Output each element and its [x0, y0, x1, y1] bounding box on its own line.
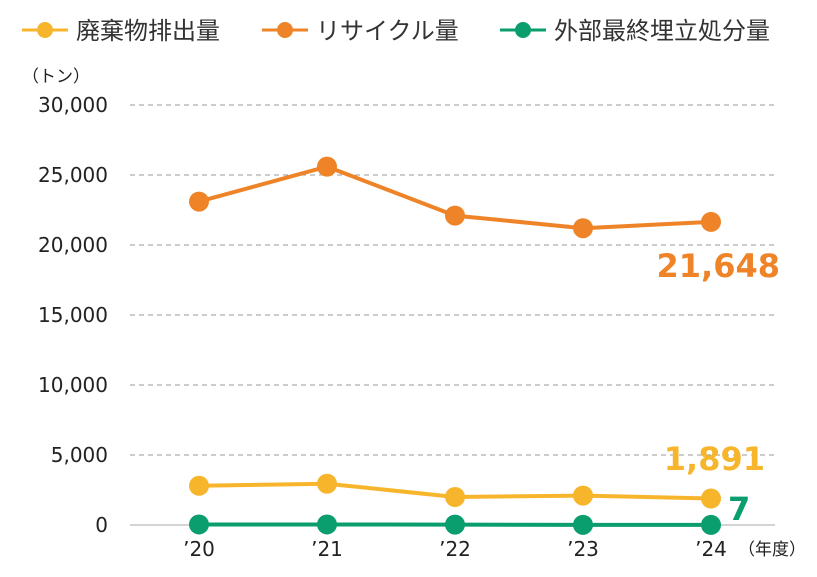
data-point: [445, 487, 465, 507]
data-point: [317, 514, 337, 535]
data-point: [701, 211, 721, 232]
y-tick-label: 20,000: [38, 233, 108, 257]
data-point: [445, 205, 465, 226]
data-point: [317, 156, 337, 177]
x-tick-label: ’20: [183, 537, 215, 561]
series-1: [189, 156, 721, 239]
legend-label: リサイクル量: [316, 17, 459, 45]
end-data-label: 21,648: [657, 247, 780, 285]
legend-item: リサイクル量: [262, 17, 459, 45]
end-data-label: 1,891: [664, 440, 765, 478]
series-0: [189, 473, 721, 509]
legend-dot-icon: [37, 22, 53, 38]
data-point: [317, 473, 337, 494]
data-point: [189, 514, 209, 535]
legend-dot-icon: [277, 22, 293, 38]
legend-label: 廃棄物排出量: [76, 17, 220, 45]
data-point: [189, 191, 209, 212]
data-point: [189, 475, 209, 496]
data-point: [573, 514, 593, 535]
end-data-label: 7: [728, 490, 750, 528]
series-2: [189, 514, 721, 535]
data-point: [701, 488, 721, 509]
y-tick-label: 0: [95, 513, 108, 537]
legend-item: 外部最終埋立処分量: [500, 17, 770, 45]
y-tick-label: 30,000: [38, 93, 108, 117]
legend-item: 廃棄物排出量: [22, 17, 220, 45]
data-point: [573, 218, 593, 239]
x-tick-label: ’22: [439, 537, 471, 561]
data-point: [573, 485, 593, 506]
x-tick-label: ’23: [567, 537, 599, 561]
data-point: [701, 514, 721, 535]
x-axis-label: （年度）: [738, 540, 806, 560]
y-tick-label: 15,000: [38, 303, 108, 327]
y-tick-label: 10,000: [38, 373, 108, 397]
data-point: [445, 514, 465, 535]
legend-label: 外部最終埋立処分量: [554, 17, 770, 45]
legend-dot-icon: [515, 22, 531, 38]
y-tick-label: 5,000: [51, 443, 108, 467]
y-tick-label: 25,000: [38, 163, 108, 187]
legend: 廃棄物排出量 リサイクル量 外部最終埋立処分量: [22, 17, 770, 45]
y-axis-unit: （トン）: [22, 67, 90, 87]
x-tick-label: ’21: [311, 537, 343, 561]
x-tick-label: ’24: [695, 537, 727, 561]
